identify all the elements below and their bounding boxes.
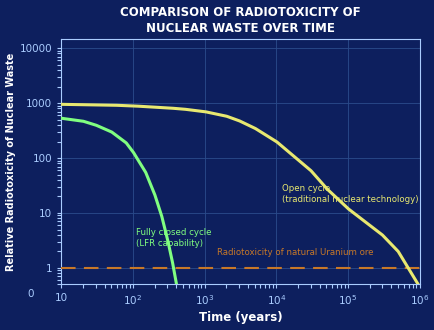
Y-axis label: Relative Radiotoxicity of Nuclear Waste: Relative Radiotoxicity of Nuclear Waste — [6, 52, 16, 271]
Text: Radiotoxicity of natural Uranium ore: Radiotoxicity of natural Uranium ore — [217, 248, 373, 257]
Text: 0: 0 — [28, 289, 34, 299]
X-axis label: Time (years): Time (years) — [198, 312, 282, 324]
Text: Fully closed cycle
(LFR capability): Fully closed cycle (LFR capability) — [136, 228, 211, 248]
Title: COMPARISON OF RADIOTOXICITY OF
NUCLEAR WASTE OVER TIME: COMPARISON OF RADIOTOXICITY OF NUCLEAR W… — [120, 6, 360, 35]
Text: Open cycle
(traditional nuclear technology): Open cycle (traditional nuclear technolo… — [281, 184, 418, 204]
